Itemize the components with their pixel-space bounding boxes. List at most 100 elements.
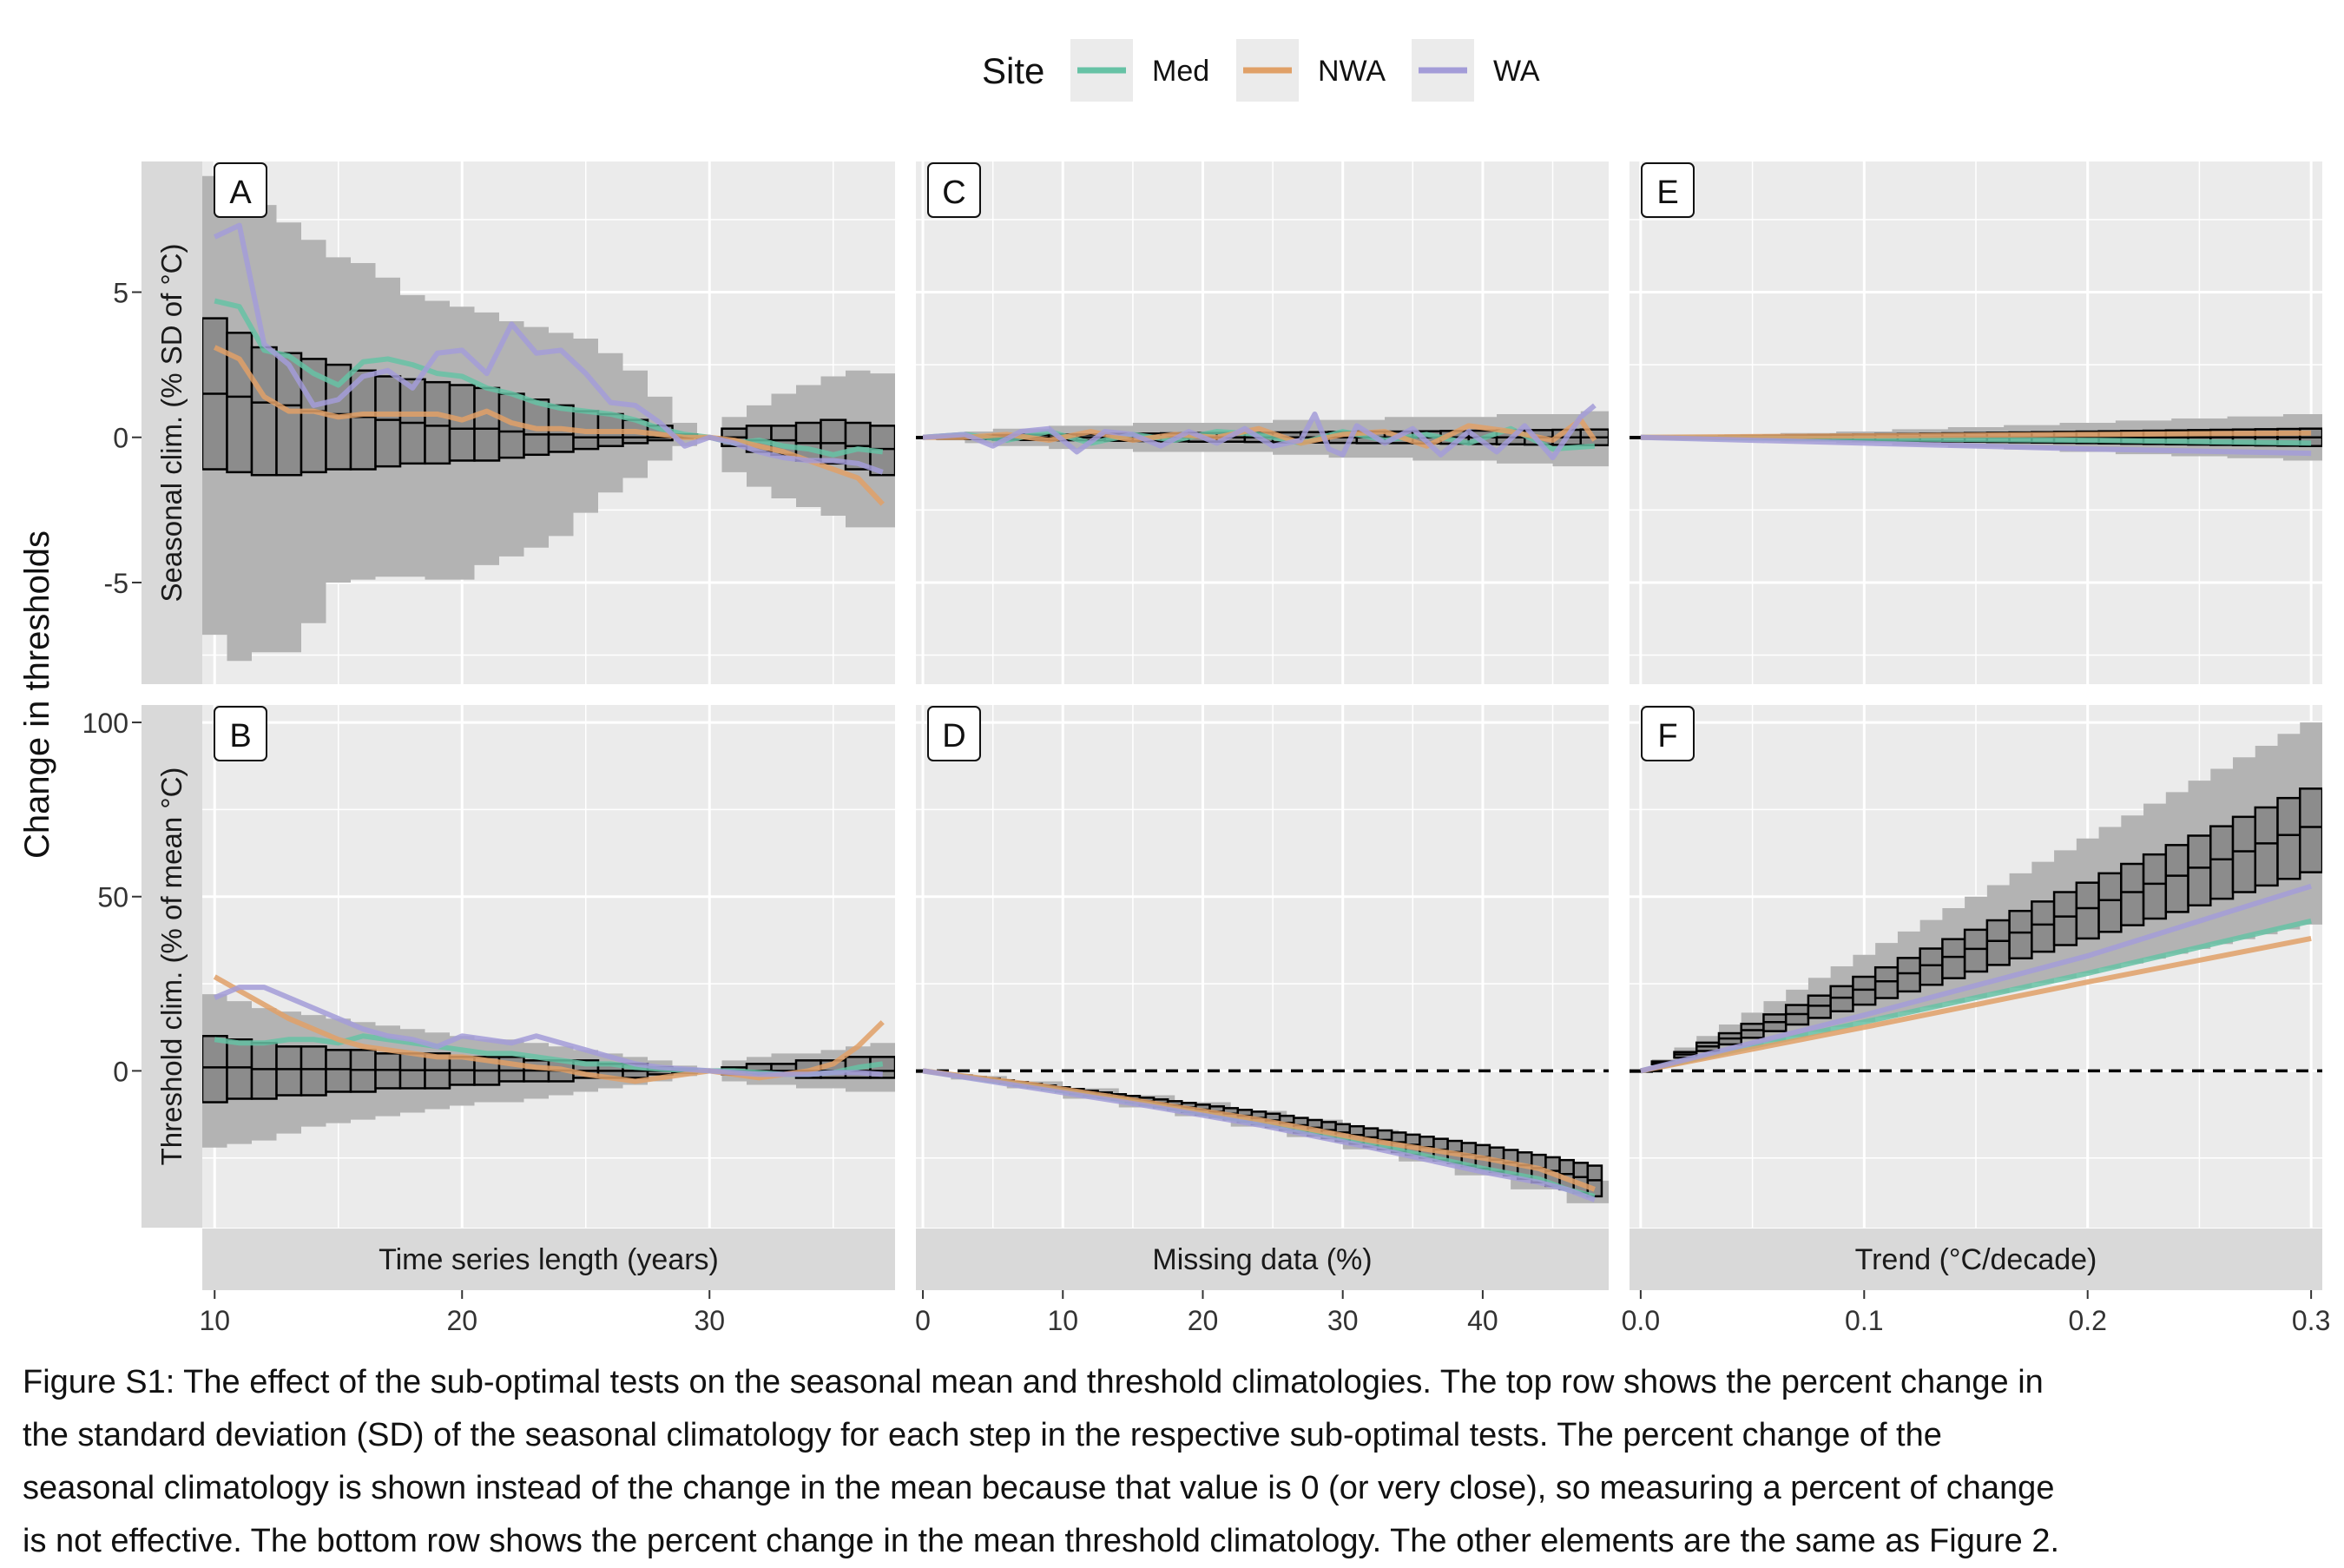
box-iqr bbox=[2052, 891, 2078, 946]
box bbox=[1740, 1022, 1765, 1039]
legend-entry-med: Med bbox=[1070, 39, 1209, 102]
box bbox=[300, 1045, 327, 1097]
legend-label: Med bbox=[1152, 55, 1209, 88]
series-line-wa bbox=[213, 222, 884, 475]
box bbox=[1985, 919, 2011, 966]
box bbox=[2031, 900, 2056, 953]
panel-tag-box bbox=[1641, 706, 1695, 761]
box bbox=[275, 352, 303, 477]
x-tick-label: 0.0 bbox=[1622, 1305, 1660, 1336]
panel-c: C bbox=[916, 161, 1609, 684]
box bbox=[448, 384, 476, 462]
box bbox=[2209, 825, 2235, 900]
box bbox=[2299, 787, 2322, 873]
box bbox=[2231, 815, 2257, 893]
box bbox=[374, 1052, 402, 1090]
figure-canvas: Change in thresholds Site Med NWA WA Seasonal… bbox=[18, 39, 2330, 1336]
box-iqr bbox=[275, 1045, 303, 1097]
panel-f: F Trend (°C/decade) 0.0 0.1 0.2 0.3 bbox=[1622, 705, 2330, 1336]
box bbox=[2276, 796, 2301, 880]
box-iqr bbox=[2031, 900, 2056, 953]
box bbox=[398, 378, 426, 465]
x-axis-label: Time series length (years) bbox=[379, 1243, 719, 1276]
series-line-wa bbox=[922, 1068, 1596, 1202]
x-tick-label: 10 bbox=[1047, 1305, 1078, 1336]
box bbox=[1919, 947, 1944, 986]
box-iqr bbox=[2120, 862, 2145, 926]
x-tick-label: 20 bbox=[1188, 1305, 1219, 1336]
x-tick-label: 10 bbox=[199, 1305, 230, 1336]
box bbox=[2187, 834, 2212, 907]
panel-e: E bbox=[1630, 161, 2322, 684]
panel-tag-label: F bbox=[1657, 718, 1677, 754]
box bbox=[473, 386, 501, 462]
x-tick-label: 30 bbox=[694, 1305, 725, 1336]
box-iqr bbox=[2097, 872, 2123, 933]
box bbox=[275, 1045, 303, 1097]
box bbox=[2075, 881, 2100, 940]
x-strip bbox=[916, 1229, 1609, 1290]
panel-tag-box bbox=[927, 162, 981, 218]
box bbox=[202, 317, 228, 471]
box bbox=[398, 1052, 426, 1090]
box-iqr bbox=[2254, 806, 2279, 887]
panel-tag-box bbox=[927, 706, 981, 761]
y-tick-label: 0 bbox=[113, 423, 128, 454]
box-iqr bbox=[300, 1045, 327, 1097]
plot-area bbox=[202, 175, 895, 662]
box bbox=[2052, 891, 2078, 946]
plot-area bbox=[1630, 413, 2322, 461]
row-strip-label: Threshold clim. (% of mean °C) bbox=[155, 768, 188, 1166]
panel-tag-label: B bbox=[229, 718, 251, 754]
series-line-nwa bbox=[1640, 430, 2312, 440]
x-tick-label: 0.1 bbox=[1845, 1305, 1883, 1336]
series-line-nwa bbox=[922, 1068, 1596, 1192]
panel-tag: B bbox=[214, 706, 267, 761]
box-iqr bbox=[250, 346, 278, 477]
x-axis-label: Trend (°C/decade) bbox=[1855, 1243, 2097, 1276]
box bbox=[226, 1038, 253, 1100]
y-axis-outer-label: Change in thresholds bbox=[18, 530, 56, 859]
caption-line: seasonal climatology is shown instead of… bbox=[23, 1470, 2055, 1506]
box bbox=[1807, 994, 1832, 1019]
box bbox=[2164, 844, 2189, 913]
box-iqr bbox=[2231, 815, 2257, 893]
box bbox=[1762, 1013, 1788, 1032]
panel-tag: A bbox=[214, 162, 267, 218]
box bbox=[2254, 806, 2279, 887]
x-tick-label: 20 bbox=[446, 1305, 477, 1336]
series-line-wa bbox=[1640, 434, 2312, 457]
box-iqr bbox=[424, 380, 451, 465]
series-line-wa bbox=[922, 403, 1597, 461]
box-iqr bbox=[398, 378, 426, 465]
x-tick-label: 0.3 bbox=[2292, 1305, 2330, 1336]
series-line-wa bbox=[214, 985, 883, 1077]
panel-tag: E bbox=[1641, 162, 1695, 218]
box-iqr bbox=[448, 384, 476, 462]
y-tick-label: 0 bbox=[113, 1056, 128, 1087]
box-iqr bbox=[374, 375, 402, 468]
box-iqr bbox=[275, 352, 303, 477]
box bbox=[250, 1042, 278, 1100]
box bbox=[1695, 1041, 1721, 1052]
x-axis-label: Missing data (%) bbox=[1152, 1243, 1372, 1276]
panel-tag-label: E bbox=[1656, 175, 1678, 211]
grid bbox=[916, 705, 1609, 1228]
row-strip-label: Seasonal clim. (% SD of °C) bbox=[155, 244, 188, 603]
series-line-med bbox=[214, 298, 884, 458]
box-iqr bbox=[226, 1038, 253, 1100]
box bbox=[2142, 853, 2168, 920]
box bbox=[1829, 985, 1854, 1013]
legend-label: WA bbox=[1493, 55, 1540, 88]
panel-background bbox=[916, 705, 1609, 1228]
box bbox=[349, 1049, 377, 1093]
caption-line: is not effective. The bottom row shows t… bbox=[23, 1523, 2060, 1559]
box-iqr bbox=[250, 1042, 278, 1100]
caption-line: the standard deviation (SD) of the seaso… bbox=[23, 1417, 1942, 1453]
series-line-wa bbox=[1640, 883, 2313, 1074]
x-strip bbox=[1630, 1229, 2322, 1290]
panel-tag: C bbox=[927, 162, 981, 218]
range-ribbon bbox=[1630, 722, 2322, 1071]
panel-tag-box bbox=[214, 162, 267, 218]
box-iqr bbox=[1985, 919, 2011, 966]
